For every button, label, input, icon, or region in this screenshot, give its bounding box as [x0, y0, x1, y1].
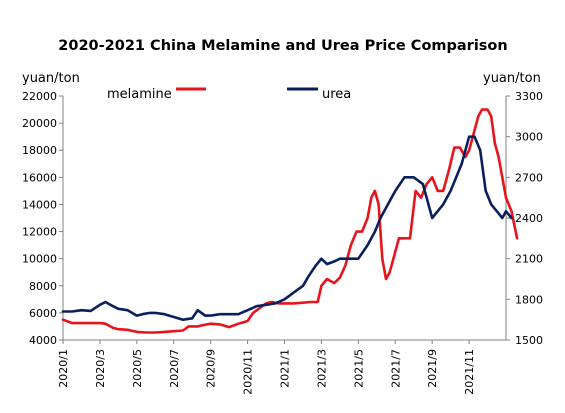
x-tick-label: 2021/3 — [315, 349, 328, 388]
right-tick-label: 3000 — [515, 131, 543, 144]
legend-label-urea: urea — [322, 87, 351, 102]
legend-label-melamine: melamine — [107, 87, 172, 102]
axes: 4000 6000 8000 10000 12000 14000 16000 18000 200… — [22, 90, 543, 395]
x-tick-label: 2020/3 — [94, 349, 107, 388]
left-tick-label: 6000 — [29, 307, 57, 320]
x-tick-label: 2021/9 — [426, 349, 439, 388]
chart-title: 2020-2021 China Melamine and Urea Price … — [58, 38, 507, 54]
left-tick-label: 8000 — [29, 280, 57, 293]
series-line-melamine — [61, 108, 519, 334]
x-tick-label: 2021/7 — [389, 349, 402, 388]
left-axis-unit: yuan/ton — [22, 71, 80, 86]
x-tick-label: 2021/5 — [352, 349, 365, 388]
left-tick-label: 22000 — [22, 90, 57, 103]
x-tick-label: 2020/5 — [131, 349, 144, 388]
right-tick-label: 2100 — [515, 253, 543, 266]
left-tick-label: 16000 — [22, 171, 57, 184]
left-tick-label: 4000 — [29, 334, 57, 347]
right-tick-label: 1800 — [515, 293, 543, 306]
series-layer — [61, 108, 519, 334]
series-line-urea — [61, 135, 513, 321]
x-tick-label: 2021/1 — [279, 349, 292, 388]
left-tick-label: 20000 — [22, 117, 57, 130]
x-tick-label: 2020/11 — [242, 349, 255, 395]
right-tick-label: 1500 — [515, 334, 543, 347]
left-tick-label: 18000 — [22, 144, 57, 157]
x-tick-label: 2021/11 — [463, 349, 476, 395]
right-tick-label: 2700 — [515, 171, 543, 184]
left-tick-label: 10000 — [22, 253, 57, 266]
right-tick-label: 2400 — [515, 212, 543, 225]
x-tick-label: 2020/9 — [205, 349, 218, 388]
x-tick-label: 2020/1 — [57, 349, 70, 388]
left-tick-label: 12000 — [22, 226, 57, 239]
right-axis-unit: yuan/ton — [483, 71, 541, 86]
left-tick-label: 14000 — [22, 198, 57, 211]
x-tick-label: 2020/7 — [168, 349, 181, 388]
right-tick-label: 3300 — [515, 90, 543, 103]
legend: melamine urea — [107, 87, 351, 102]
